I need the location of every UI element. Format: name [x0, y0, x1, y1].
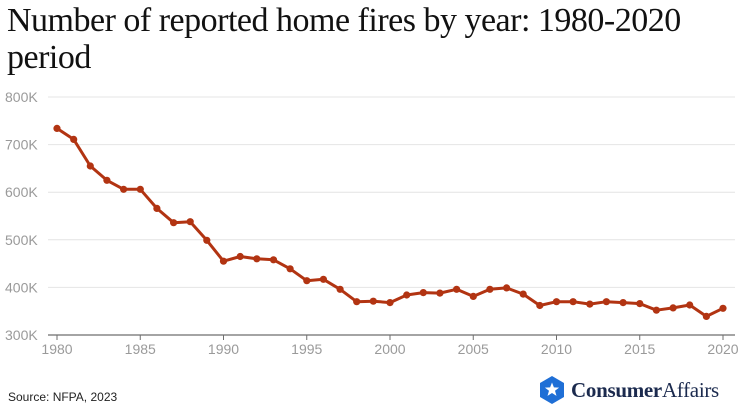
data-point: [86, 162, 94, 170]
y-axis-tick-labels: 300K 400K 500K 600K 700K 800K: [5, 89, 38, 343]
data-point: [719, 304, 727, 312]
data-point: [286, 265, 294, 273]
logo-wordmark-bold: Consumer: [571, 377, 662, 402]
x-tick-label: 2005: [458, 341, 489, 357]
gridlines: [48, 96, 735, 288]
data-point: [269, 256, 278, 264]
data-point: [253, 255, 261, 263]
x-axis-ticks: 1980 1985 1990 1995 2000 2005 2010 2015 2020: [41, 335, 739, 357]
data-point: [153, 204, 161, 212]
data-point: [70, 135, 78, 143]
y-tick-label: 800K: [5, 89, 38, 105]
data-point: [236, 252, 244, 261]
data-point: [170, 219, 178, 227]
data-point: [453, 285, 461, 293]
data-point: [652, 306, 661, 314]
x-tick-label: 2000: [374, 341, 405, 357]
data-points: [53, 124, 727, 320]
data-point: [103, 176, 111, 184]
data-point: [353, 298, 361, 306]
data-point: [602, 298, 611, 306]
data-point: [120, 185, 128, 193]
data-point: [419, 289, 427, 297]
series-line: [55, 126, 725, 318]
data-point: [569, 298, 577, 306]
chart-title: Number of reported home fires by year: 1…: [7, 2, 681, 76]
data-point: [469, 292, 477, 300]
data-point: [136, 185, 144, 193]
logo-wordmark: ConsumerAffairs: [571, 378, 719, 403]
y-tick-label: 700K: [5, 137, 38, 153]
logo-wordmark-regular: Affairs: [661, 377, 719, 402]
data-point: [552, 298, 561, 306]
y-tick-label: 600K: [5, 184, 38, 200]
source-note: Source: NFPA, 2023: [8, 390, 118, 404]
data-point: [53, 124, 61, 132]
x-tick-label: 2020: [707, 341, 738, 357]
data-point: [186, 218, 194, 226]
data-point: [203, 236, 211, 244]
x-tick-label: 2015: [624, 341, 655, 357]
data-point: [219, 257, 228, 265]
data-point: [702, 312, 711, 320]
x-tick-label: 1995: [291, 341, 322, 357]
data-point: [503, 284, 511, 292]
x-tick-label: 1980: [41, 341, 72, 357]
data-point: [486, 285, 494, 293]
data-point: [303, 277, 311, 285]
shield-star-icon: [540, 376, 564, 404]
y-tick-label: 300K: [5, 327, 38, 343]
data-point: [636, 300, 644, 308]
data-point: [619, 299, 627, 307]
data-point: [319, 275, 327, 283]
data-point: [403, 291, 411, 299]
data-point: [436, 289, 444, 297]
data-point: [686, 301, 694, 309]
data-point: [536, 301, 544, 310]
x-tick-label: 1985: [125, 341, 156, 357]
data-point: [669, 304, 677, 312]
data-point: [336, 285, 344, 293]
data-point: [586, 300, 594, 308]
data-point: [386, 299, 394, 307]
x-tick-label: 1990: [208, 341, 239, 357]
consumeraffairs-logo: ConsumerAffairs: [538, 374, 719, 406]
data-point: [369, 297, 377, 305]
y-tick-label: 400K: [5, 279, 38, 295]
y-tick-label: 500K: [5, 232, 38, 248]
x-tick-label: 2010: [541, 341, 572, 357]
data-point: [519, 290, 527, 298]
